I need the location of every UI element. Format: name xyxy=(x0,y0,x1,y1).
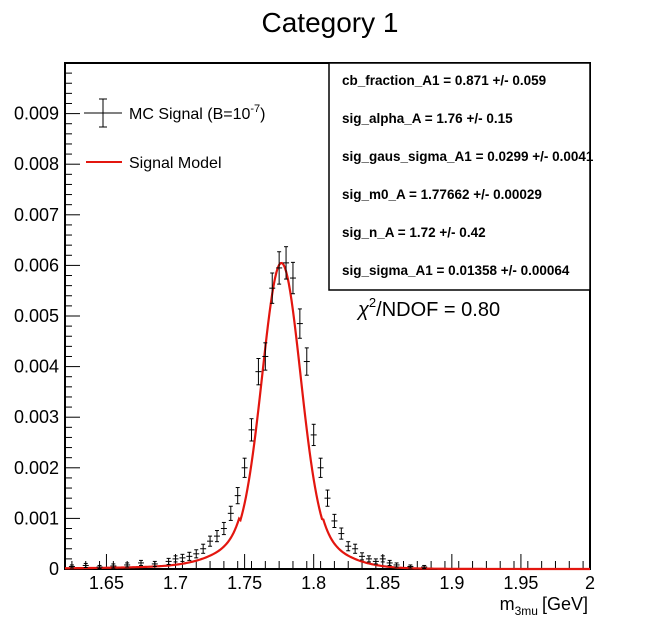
mc-signal-point xyxy=(200,543,207,554)
mc-signal-point xyxy=(365,555,372,563)
mc-signal-point xyxy=(317,457,324,478)
y-tick-label: 0.009 xyxy=(14,104,59,124)
mc-signal-point xyxy=(165,557,172,565)
mc-signal-point xyxy=(207,535,214,547)
y-tick-label: 0.005 xyxy=(14,306,59,326)
mc-signal-point xyxy=(234,487,241,505)
x-tick-label: 1.65 xyxy=(89,573,124,593)
mc-signal-point xyxy=(393,562,400,568)
x-tick-label: 1.8 xyxy=(301,573,326,593)
mc-signal-point xyxy=(82,562,89,568)
y-tick-label: 0.002 xyxy=(14,458,59,478)
y-tick-label: 0.007 xyxy=(14,205,59,225)
mc-signal-point xyxy=(303,347,310,376)
mc-signal-point xyxy=(172,555,179,563)
legend-mc-signal-label: MC Signal (B=10-7) xyxy=(129,103,266,123)
y-tick-label: 0 xyxy=(49,559,59,579)
mc-signal-point xyxy=(407,564,414,569)
x-tick-label: 1.75 xyxy=(227,573,262,593)
x-axis-label: m3mu [GeV] xyxy=(500,594,588,618)
mc-signal-point xyxy=(179,553,186,562)
x-tick-label: 1.9 xyxy=(439,573,464,593)
mc-signal-point xyxy=(324,489,331,507)
mc-signal-point xyxy=(372,558,379,565)
mc-signal-point xyxy=(269,272,276,304)
chart-title: Category 1 xyxy=(262,7,399,38)
y-tick-label: 0.003 xyxy=(14,407,59,427)
y-axis: 0 0.001 0.002 0.003 0.004 0.005 0.006 0.007 0.00… xyxy=(14,72,80,579)
x-axis: 1.65 1.7 1.75 1.8 1.85 1.9 1.95 2 xyxy=(71,554,595,593)
fit-param-cb-fraction: cb_fraction_A1 = 0.871 +/- 0.059 xyxy=(342,73,546,88)
legend-entry-mc-signal: MC Signal (B=10-7) xyxy=(84,98,266,128)
mc-signal-point xyxy=(227,505,234,521)
mc-signal-point xyxy=(310,423,317,447)
mc-signal-point xyxy=(276,251,283,285)
legend-signal-model-label: Signal Model xyxy=(129,155,222,172)
mc-signal-point xyxy=(248,418,255,442)
mc-signal-point xyxy=(96,564,103,569)
signal-model-layer xyxy=(64,261,590,571)
y-tick-label: 0.001 xyxy=(14,508,59,528)
fit-param-sig-n: sig_n_A = 1.72 +/- 0.42 xyxy=(342,225,486,240)
mc-signal-point xyxy=(213,530,220,543)
mc-signal-point xyxy=(124,562,131,568)
x-tick-label: 1.85 xyxy=(365,573,400,593)
legend-entry-signal-model: Signal Model xyxy=(86,155,222,172)
mc-signal-points-layer xyxy=(68,246,428,569)
mc-signal-point xyxy=(255,358,262,386)
mc-signal-point xyxy=(283,246,290,280)
mc-signal-point xyxy=(421,564,428,569)
mc-signal-point xyxy=(289,261,296,295)
mc-signal-point xyxy=(137,559,144,566)
mc-signal-point xyxy=(151,560,158,567)
legend: MC Signal (B=10-7) Signal Model xyxy=(84,98,266,172)
mc-signal-point xyxy=(193,549,200,559)
mc-signal-point xyxy=(338,527,345,540)
x-tick-label: 1.95 xyxy=(503,573,538,593)
fit-param-sig-m0: sig_m0_A = 1.77662 +/- 0.00029 xyxy=(342,187,542,202)
mc-signal-point xyxy=(296,308,303,339)
mc-signal-point xyxy=(186,551,193,561)
chi2-annotation: χ2/NDOF = 0.80 xyxy=(356,295,500,321)
mc-signal-point xyxy=(345,541,352,552)
fit-param-sig-sigma: sig_sigma_A1 = 0.01358 +/- 0.00064 xyxy=(342,263,570,278)
mc-signal-point xyxy=(379,555,386,563)
fit-param-sig-gaus-sigma: sig_gaus_sigma_A1 = 0.0299 +/- 0.0041 xyxy=(342,149,594,164)
x-tick-label: 2 xyxy=(585,573,595,593)
mc-signal-point xyxy=(220,521,227,536)
mc-signal-point xyxy=(110,563,117,569)
signal-model-curve xyxy=(64,261,590,571)
y-tick-label: 0.006 xyxy=(14,255,59,275)
mc-signal-point xyxy=(262,342,269,371)
fit-param-sig-alpha: sig_alpha_A = 1.76 +/- 0.15 xyxy=(342,111,513,126)
mc-signal-point xyxy=(241,457,248,478)
fit-parameters-box: cb_fraction_A1 = 0.871 +/- 0.059 sig_alp… xyxy=(328,62,594,291)
mc-signal-point xyxy=(68,564,75,569)
x-tick-label: 1.7 xyxy=(163,573,188,593)
y-tick-label: 0.004 xyxy=(14,357,59,377)
mc-signal-point xyxy=(386,559,393,566)
y-tick-label: 0.008 xyxy=(14,154,59,174)
mc-signal-point xyxy=(331,513,338,529)
mc-signal-point xyxy=(352,543,359,554)
fit-parameters-border xyxy=(328,62,591,291)
mc-signal-point xyxy=(359,552,366,561)
